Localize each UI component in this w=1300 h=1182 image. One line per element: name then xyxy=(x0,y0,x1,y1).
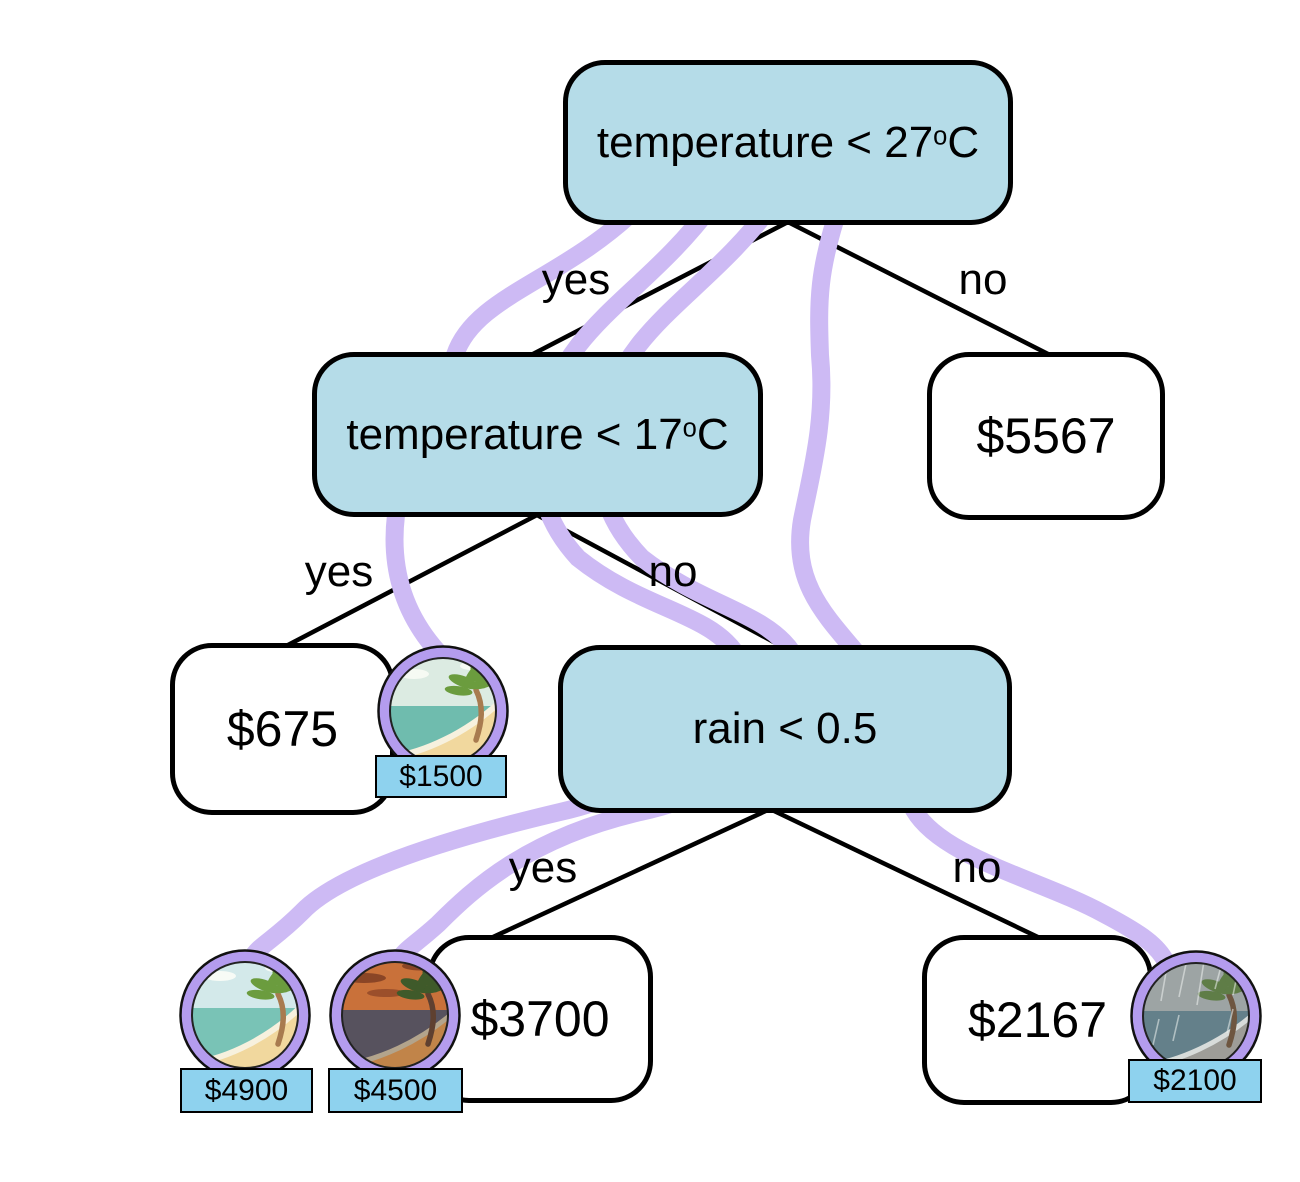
node-label: temperature < 27oC xyxy=(596,117,980,167)
price-tag: $4900 xyxy=(180,1068,313,1113)
edge-label-root-yes: yes xyxy=(541,255,611,304)
edge-label-rain-yes: yes xyxy=(508,843,578,892)
price-tag-value: $4900 xyxy=(204,1073,289,1107)
edge-label-root-no: no xyxy=(958,255,1008,304)
leaf-node-675: $675 xyxy=(170,643,395,815)
leaf-node-3700: $3700 xyxy=(427,935,653,1103)
sample-path-ribbons xyxy=(243,196,1175,971)
decision-node-temperature-17: temperature < 17oC xyxy=(312,352,763,517)
leaf-value: $5567 xyxy=(976,408,1116,464)
price-tag: $1500 xyxy=(375,755,507,798)
edge-label-temp17-no: no xyxy=(648,547,698,596)
leaf-node-2167: $2167 xyxy=(922,935,1153,1105)
leaf-value: $3700 xyxy=(470,991,610,1047)
edge-temp17-yes xyxy=(286,513,539,647)
edge-rain-no xyxy=(769,806,1043,942)
leaf-value: $675 xyxy=(226,701,339,757)
price-tag-value: $4500 xyxy=(353,1073,438,1107)
price-tag-value: $1500 xyxy=(399,759,483,793)
edge-label-temp17-yes: yes xyxy=(304,547,374,596)
node-label: rain < 0.5 xyxy=(692,704,878,753)
rainy-beach-icon xyxy=(1130,950,1262,1082)
decision-node-temperature-27: temperature < 27oC xyxy=(563,60,1013,225)
sunset-beach-icon xyxy=(329,949,461,1081)
sunny-beach-icon xyxy=(179,949,311,1081)
leaf-value: $2167 xyxy=(967,992,1108,1048)
decision-node-rain: rain < 0.5 xyxy=(558,645,1012,813)
edge-rain-yes xyxy=(492,806,771,940)
price-tag-value: $2100 xyxy=(1153,1064,1237,1097)
price-tag: $4500 xyxy=(328,1068,463,1113)
edge-label-rain-no: no xyxy=(952,843,1002,892)
node-label: temperature < 17oC xyxy=(346,409,729,459)
price-tag: $2100 xyxy=(1128,1059,1262,1103)
leaf-node-5567: $5567 xyxy=(927,352,1165,520)
